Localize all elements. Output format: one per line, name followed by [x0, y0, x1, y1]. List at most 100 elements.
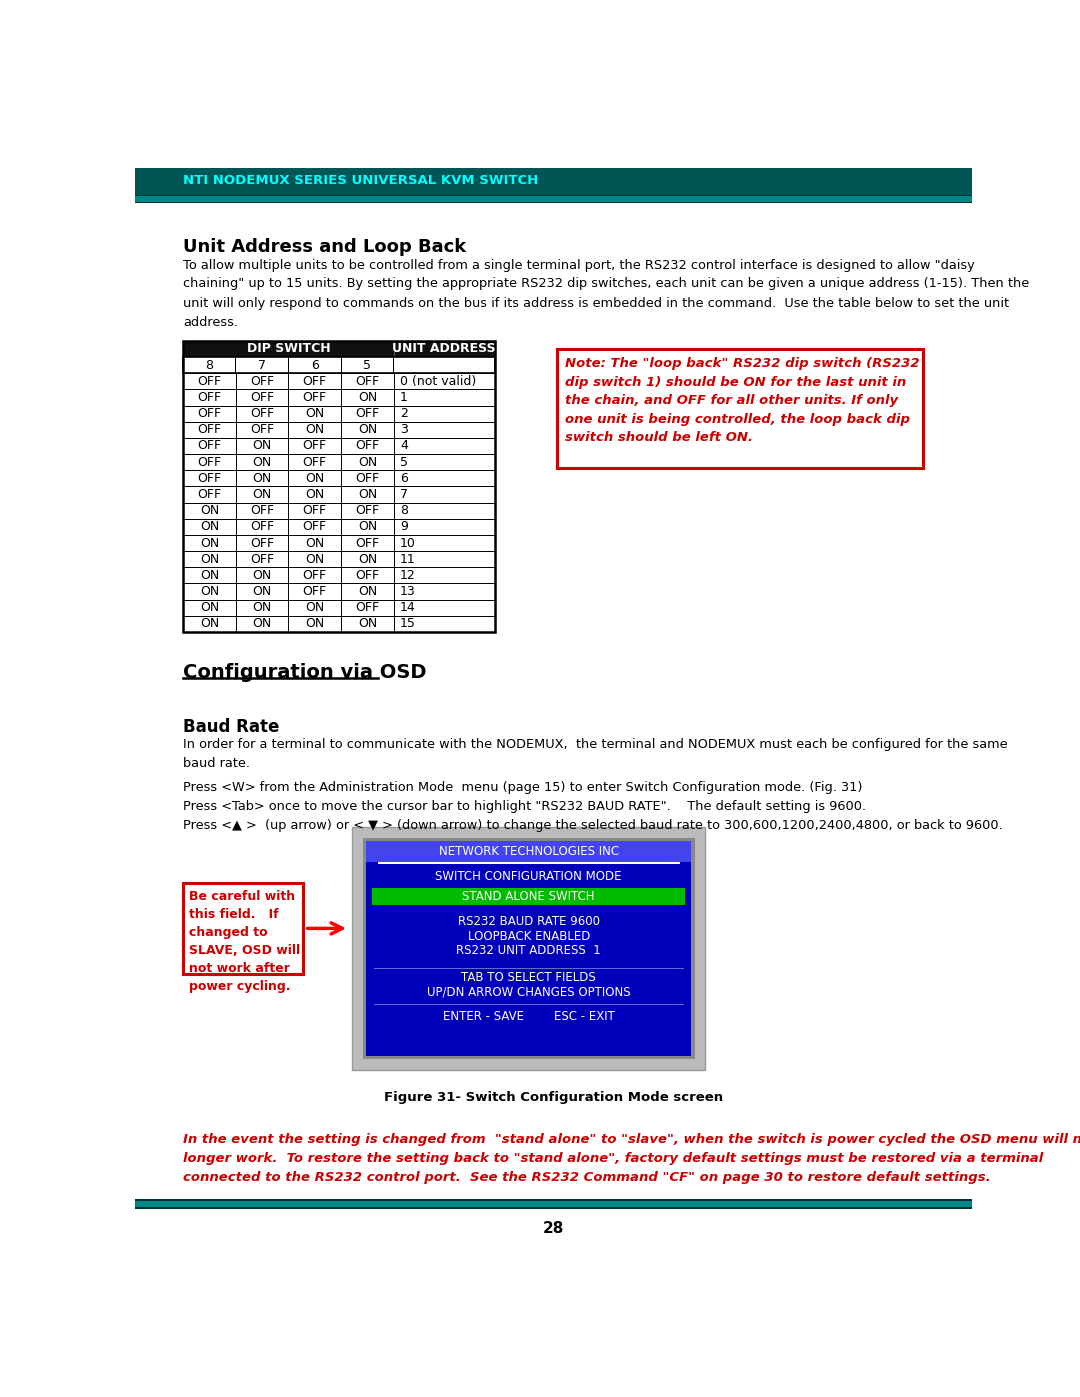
Text: 6: 6 [311, 359, 319, 372]
Text: UP/DN ARROW CHANGES OPTIONS: UP/DN ARROW CHANGES OPTIONS [427, 986, 631, 999]
Text: ON: ON [306, 472, 324, 485]
Bar [183, 518, 495, 535]
Text: ON: ON [306, 601, 324, 615]
Bar [135, 1201, 972, 1207]
Text: ENTER - SAVE        ESC - EXIT: ENTER - SAVE ESC - EXIT [443, 1010, 615, 1023]
Text: ON: ON [200, 520, 219, 534]
Text: NETWORK TECHNOLOGIES INC: NETWORK TECHNOLOGIES INC [438, 845, 619, 858]
Bar [183, 341, 495, 358]
Text: OFF: OFF [251, 391, 274, 404]
Bar [183, 454, 495, 471]
Text: 6: 6 [400, 472, 408, 485]
Text: OFF: OFF [198, 407, 221, 420]
Bar [557, 349, 923, 468]
Text: RS232 UNIT ADDRESS  1: RS232 UNIT ADDRESS 1 [457, 944, 602, 957]
Text: In order for a terminal to communicate with the NODEMUX,  the terminal and NODEM: In order for a terminal to communicate w… [183, 738, 1008, 770]
Text: Press <W> from the Administration Mode  menu (page 15) to enter Switch Configura: Press <W> from the Administration Mode m… [183, 781, 1003, 831]
Bar [378, 862, 679, 863]
Text: OFF: OFF [302, 585, 327, 598]
Text: ON: ON [200, 504, 219, 517]
Text: ON: ON [253, 601, 272, 615]
Text: OFF: OFF [251, 374, 274, 388]
Text: ON: ON [200, 569, 219, 583]
Text: ON: ON [200, 585, 219, 598]
Text: ON: ON [306, 407, 324, 420]
Bar [183, 405, 495, 422]
Text: 5: 5 [400, 455, 408, 468]
Text: OFF: OFF [251, 504, 274, 517]
Text: OFF: OFF [251, 520, 274, 534]
Bar [183, 584, 495, 599]
Bar [183, 503, 495, 518]
Bar [366, 841, 691, 1056]
Text: ON: ON [253, 455, 272, 468]
Bar [183, 599, 495, 616]
Bar [183, 341, 495, 631]
Text: ON: ON [306, 423, 324, 436]
Text: SWITCH CONFIGURATION MODE: SWITCH CONFIGURATION MODE [435, 870, 622, 883]
Text: ON: ON [253, 617, 272, 630]
Text: OFF: OFF [355, 536, 379, 549]
Text: ON: ON [200, 617, 219, 630]
Text: 5: 5 [364, 359, 372, 372]
Text: OFF: OFF [302, 391, 327, 404]
Text: OFF: OFF [198, 488, 221, 502]
Text: ON: ON [306, 488, 324, 502]
Text: ON: ON [357, 488, 377, 502]
Text: OFF: OFF [198, 455, 221, 468]
Text: Note: The "loop back" RS232 dip switch (RS232
dip switch 1) should be ON for the: Note: The "loop back" RS232 dip switch (… [565, 358, 920, 444]
Text: ON: ON [357, 391, 377, 404]
Text: OFF: OFF [302, 569, 327, 583]
Text: OFF: OFF [355, 374, 379, 388]
Text: 28: 28 [543, 1221, 564, 1236]
Text: ON: ON [357, 520, 377, 534]
Text: 7: 7 [400, 488, 408, 502]
Text: OFF: OFF [251, 553, 274, 566]
Text: 9: 9 [400, 520, 408, 534]
Text: ON: ON [253, 440, 272, 453]
Text: OFF: OFF [198, 391, 221, 404]
Text: ON: ON [253, 488, 272, 502]
Text: ON: ON [306, 553, 324, 566]
Bar [183, 471, 495, 486]
Text: ON: ON [200, 553, 219, 566]
Text: ON: ON [357, 585, 377, 598]
Bar [183, 550, 495, 567]
Text: OFF: OFF [302, 374, 327, 388]
Text: OFF: OFF [251, 407, 274, 420]
Text: 8: 8 [400, 504, 408, 517]
Text: OFF: OFF [302, 440, 327, 453]
Text: 1: 1 [400, 391, 408, 404]
Text: Figure 31- Switch Configuration Mode screen: Figure 31- Switch Configuration Mode scr… [383, 1091, 724, 1104]
Text: RS232 BAUD RATE 9600: RS232 BAUD RATE 9600 [458, 915, 599, 928]
Bar [183, 535, 495, 550]
Text: 14: 14 [400, 601, 416, 615]
Text: OFF: OFF [355, 504, 379, 517]
Bar [183, 358, 495, 373]
Bar [183, 437, 495, 454]
Text: ON: ON [253, 472, 272, 485]
Text: Configuration via OSD: Configuration via OSD [183, 662, 427, 682]
Text: OFF: OFF [302, 504, 327, 517]
Text: ON: ON [253, 569, 272, 583]
Text: In the event the setting is changed from  "stand alone" to "slave", when the swi: In the event the setting is changed from… [183, 1133, 1080, 1185]
Text: OFF: OFF [251, 536, 274, 549]
Text: OFF: OFF [198, 423, 221, 436]
Text: UNIT ADDRESS: UNIT ADDRESS [392, 342, 496, 355]
Bar [183, 422, 495, 437]
Text: OFF: OFF [302, 520, 327, 534]
Text: OFF: OFF [198, 440, 221, 453]
Text: 0 (not valid): 0 (not valid) [400, 374, 476, 388]
Text: OFF: OFF [355, 407, 379, 420]
Bar [135, 194, 972, 196]
Bar [135, 168, 972, 194]
Text: ON: ON [306, 536, 324, 549]
Bar [373, 888, 685, 905]
Text: ON: ON [200, 536, 219, 549]
Text: OFF: OFF [302, 455, 327, 468]
Text: To allow multiple units to be controlled from a single terminal port, the RS232 : To allow multiple units to be controlled… [183, 258, 1029, 328]
Text: OFF: OFF [355, 569, 379, 583]
Text: 3: 3 [400, 423, 408, 436]
Text: OFF: OFF [198, 374, 221, 388]
Text: OFF: OFF [355, 601, 379, 615]
